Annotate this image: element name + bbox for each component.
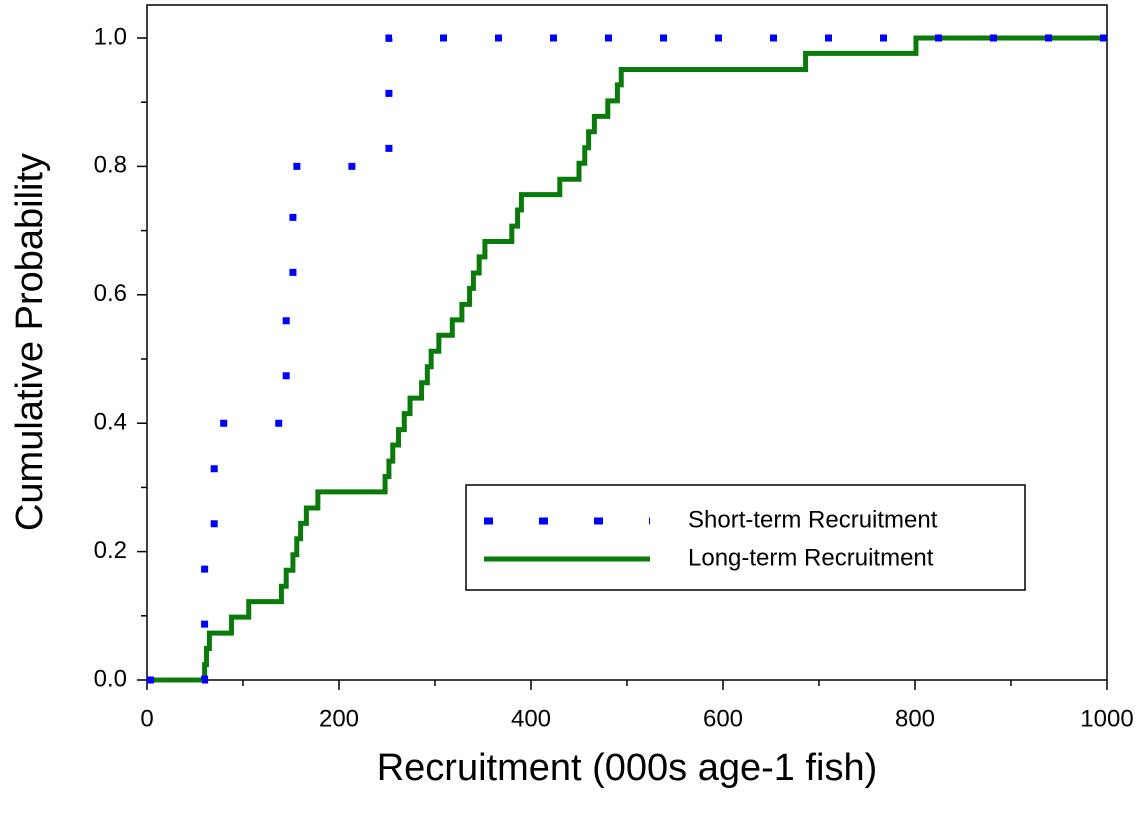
x-tick-label: 1000 [1080,705,1133,732]
step-line [147,34,1107,684]
y-tick-label: 0.8 [94,152,127,179]
legend-box [465,484,1026,591]
x-tick-label: 800 [895,705,935,732]
y-axis-title: Cumulative Probability [9,153,51,531]
y-tick-label: 0.4 [94,409,127,436]
x-tick-label: 400 [511,705,551,732]
y-tick-label: 1.0 [94,23,127,50]
y-tick-label: 0.2 [94,537,127,564]
x-tick-label: 0 [140,705,153,732]
legend-label: Long-term Recruitment [688,544,934,571]
legend-label: Short-term Recruitment [688,506,938,533]
y-tick-label: 0.0 [94,665,127,692]
x-axis-title: Recruitment (000s age-1 fish) [377,747,878,789]
x-tick-label: 200 [319,705,359,732]
y-tick-label: 0.6 [94,280,127,307]
step-line [147,35,1107,683]
x-tick-label: 600 [703,705,743,732]
